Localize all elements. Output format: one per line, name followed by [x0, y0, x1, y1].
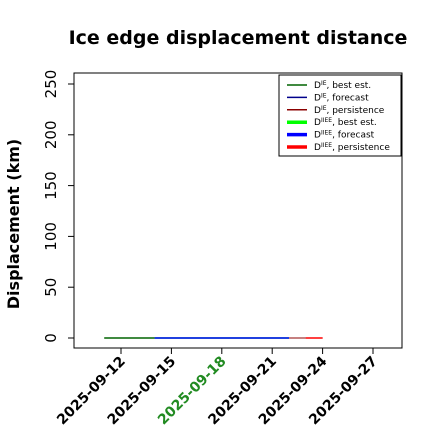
legend-entry: DIIEE, best est.: [314, 117, 377, 128]
legend: DIE, best est.DIE, forecast DIE, persiste…: [278, 74, 402, 157]
y-tick-label: 100: [42, 222, 60, 251]
y-tick-label: 200: [42, 120, 60, 149]
y-axis: 0 50 100 150 200 250: [42, 70, 74, 343]
legend-entry: DIE, best est.: [314, 80, 371, 91]
plot-frame: [73, 72, 403, 349]
y-tick-label: 150: [42, 171, 60, 200]
legend-box: [278, 74, 402, 157]
x-axis: 2025-09-122025-09-152025-09-182025-09-21…: [54, 348, 381, 428]
legend-entry: DIIEE, persistence: [314, 142, 390, 153]
y-tick-label: 50: [42, 278, 60, 297]
chart-title: Ice edge displacement distance: [69, 27, 408, 49]
y-axis-label: Displacement (km): [4, 139, 23, 309]
legend-entry: DIE, forecast: [314, 92, 369, 103]
y-tick-label: 250: [42, 70, 60, 99]
y-tick-label: 0: [42, 333, 60, 343]
legend-entry: DIE, persistence: [314, 105, 385, 116]
legend-entry: DIIEE, forecast: [314, 130, 375, 141]
